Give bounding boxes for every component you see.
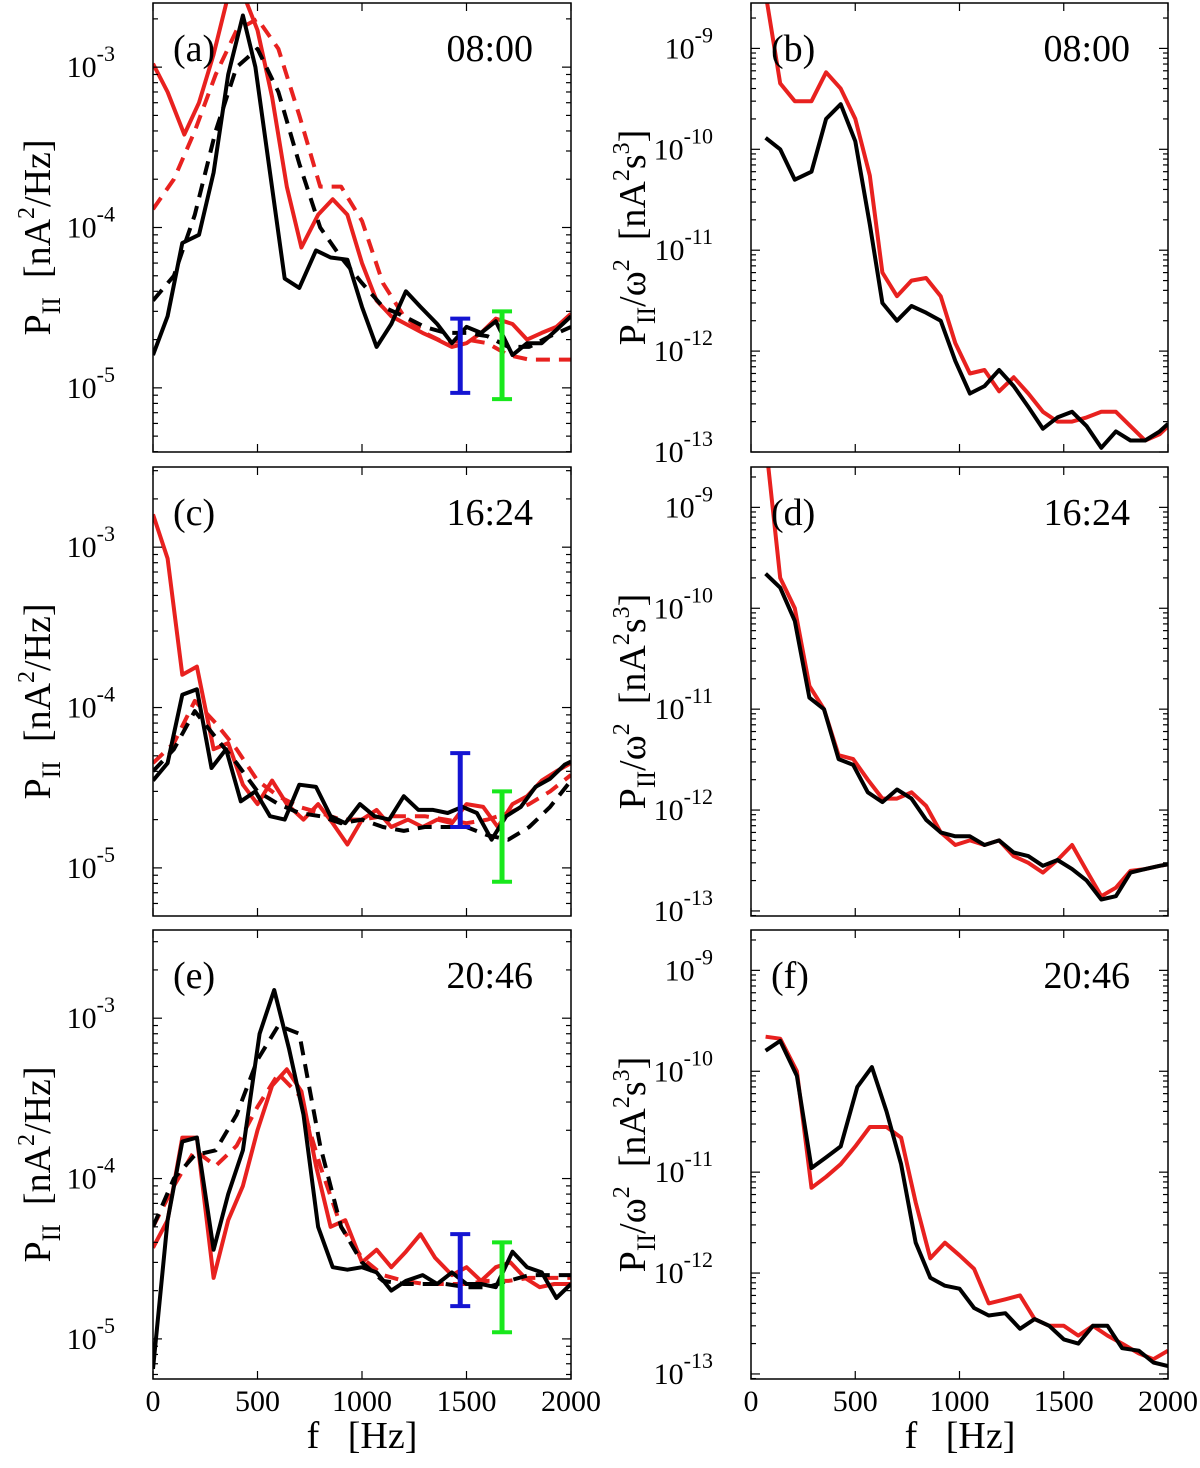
y-axis-label: PII [nA2/Hz] xyxy=(14,603,66,799)
y-tick-label: 10-5 xyxy=(67,362,115,405)
y-axis-label: PII/ω2 [nA2s3] xyxy=(609,130,661,346)
y-tick-label: 10-12 xyxy=(654,1247,713,1290)
error-bar-green xyxy=(492,309,513,402)
y-axis-label: PII/ω2 [nA2s3] xyxy=(609,1057,661,1273)
y-tick-label: 10-12 xyxy=(654,325,713,368)
panel-a: 10-3 10-4 10-5 (a) 08:00 PII [nA2/Hz] xyxy=(14,2,572,453)
panel-label: (d) xyxy=(771,492,815,534)
y-tick-label: 10-5 xyxy=(67,1313,115,1356)
error-bar-blue xyxy=(450,316,471,395)
series-red-solid xyxy=(153,1067,571,1290)
panel-time: 16:24 xyxy=(1043,492,1130,534)
y-tick-label: 10-13 xyxy=(654,426,713,469)
x-tick-label: 0 xyxy=(146,1385,161,1418)
y-tick-label: 10-10 xyxy=(654,1045,713,1088)
panel-time: 20:46 xyxy=(1043,955,1130,997)
x-tick-label: 2000 xyxy=(541,1385,601,1418)
series-red-solid xyxy=(153,513,571,847)
x-tick-label: 500 xyxy=(833,1385,878,1418)
x-tick-label: 0 xyxy=(744,1385,759,1418)
series-black-solid xyxy=(764,102,1168,450)
y-tick-label: 10-3 xyxy=(67,521,115,564)
x-tick-label: 1000 xyxy=(332,1385,392,1418)
y-tick-label: 10-11 xyxy=(654,683,713,726)
axes-frame xyxy=(152,466,572,917)
y-tick-label: 10-13 xyxy=(654,885,713,928)
series-red-solid xyxy=(765,1034,1168,1362)
y-axis-label: PII/ω2 [nA2s3] xyxy=(609,594,661,810)
panel-time: 08:00 xyxy=(446,28,533,70)
y-tick-label: 10-13 xyxy=(654,1348,713,1391)
series-group xyxy=(764,467,1168,902)
series-black-dashed xyxy=(153,709,571,842)
axes-frame xyxy=(152,929,572,1380)
error-bar-green xyxy=(492,1240,513,1335)
panel-label: (a) xyxy=(173,28,215,70)
error-bar-blue xyxy=(450,1232,471,1309)
axes-frame xyxy=(750,2,1169,453)
y-tick-label: 10-4 xyxy=(67,682,115,725)
series-red-dashed xyxy=(153,698,571,826)
error-bar-blue xyxy=(450,751,471,829)
axes-frame xyxy=(152,2,572,453)
series-red-dashed xyxy=(153,1071,571,1286)
y-tick-label: 10-10 xyxy=(654,582,713,625)
panel-e: 0 500 1000 1500 2000 10-3 10-4 10-5 (e) 20:46 PII … xyxy=(14,929,601,1418)
series-black-solid xyxy=(153,687,571,842)
y-tick-label: 10-12 xyxy=(654,784,713,827)
panel-label: (c) xyxy=(173,492,215,534)
y-tick-label: 10-9 xyxy=(665,22,713,65)
panel-label: (f) xyxy=(771,955,809,997)
panel-c: 10-3 10-4 10-5 (c) 16:24 PII [nA2/Hz] xyxy=(14,466,572,917)
series-black-solid xyxy=(153,988,571,1370)
y-tick-label: 10-9 xyxy=(665,481,713,524)
panel-time: 08:00 xyxy=(1043,28,1130,70)
series-red-solid xyxy=(765,3,1168,443)
y-tick-label: 10-11 xyxy=(654,1146,713,1189)
y-tick-label: 10-3 xyxy=(67,41,115,84)
series-group xyxy=(764,1034,1168,1368)
series-black-solid xyxy=(764,1038,1168,1368)
y-axis-label: PII [nA2/Hz] xyxy=(14,139,66,335)
series-group xyxy=(153,988,571,1370)
panel-time: 20:46 xyxy=(446,955,533,997)
series-group xyxy=(764,3,1168,450)
x-tick-label: 1500 xyxy=(1034,1385,1094,1418)
y-tick-label: 10-5 xyxy=(67,842,115,885)
panel-time: 16:24 xyxy=(446,492,533,534)
x-tick-label: 1500 xyxy=(437,1385,497,1418)
series-black-solid xyxy=(764,572,1168,902)
panel-f: 0 500 1000 1500 2000 10-9 10-10 10-11 10-12 10-13… xyxy=(609,929,1198,1418)
x-tick-label: 500 xyxy=(235,1385,280,1418)
axes-frame xyxy=(750,929,1169,1380)
y-tick-label: 10-4 xyxy=(67,202,115,245)
panel-b: 10-9 10-10 10-11 10-12 10-13 (b) 08:00 PII/ω2 [… xyxy=(609,2,1169,469)
y-tick-label: 10-11 xyxy=(654,224,713,267)
y-tick-label: 10-9 xyxy=(665,944,713,987)
y-tick-label: 10-4 xyxy=(67,1153,115,1196)
y-tick-label: 10-10 xyxy=(654,123,713,166)
y-tick-label: 10-3 xyxy=(67,992,115,1035)
x-tick-label: 2000 xyxy=(1138,1385,1198,1418)
panel-label: (e) xyxy=(173,955,215,997)
series-group xyxy=(153,513,571,847)
x-tick-label: 1000 xyxy=(930,1385,990,1418)
x-axis-label-left: f [Hz] xyxy=(307,1415,418,1457)
x-axis-label-right: f [Hz] xyxy=(905,1415,1016,1457)
y-axis-label: PII [nA2/Hz] xyxy=(14,1066,66,1262)
panel-d: 10-9 10-10 10-11 10-12 10-13 (d) 16:24 PII/ω2 [… xyxy=(609,466,1169,928)
error-bar-green xyxy=(492,789,513,884)
panel-label: (b) xyxy=(771,28,815,70)
